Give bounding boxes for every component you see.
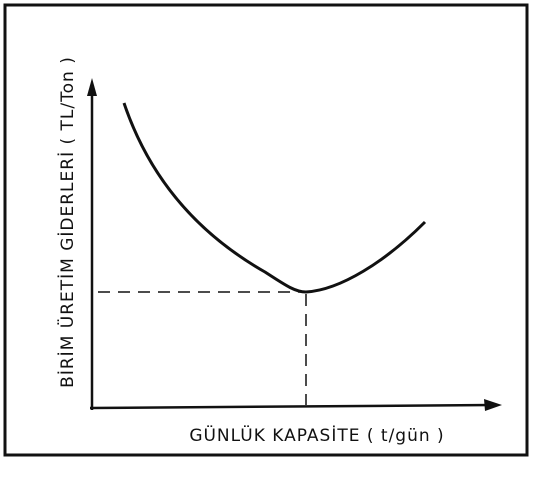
y-axis-arrow (87, 78, 97, 96)
cost-curve (122, 102, 427, 294)
y-axis-label: BİRİM ÜRETİM GİDERLERİ ( TL/Ton ) (56, 56, 78, 388)
x-axis (89, 403, 493, 410)
frame (3, 3, 529, 457)
x-axis-arrow (484, 399, 502, 411)
x-axis-label: GÜNLÜK KAPASİTE ( t/gün ) (189, 424, 444, 446)
